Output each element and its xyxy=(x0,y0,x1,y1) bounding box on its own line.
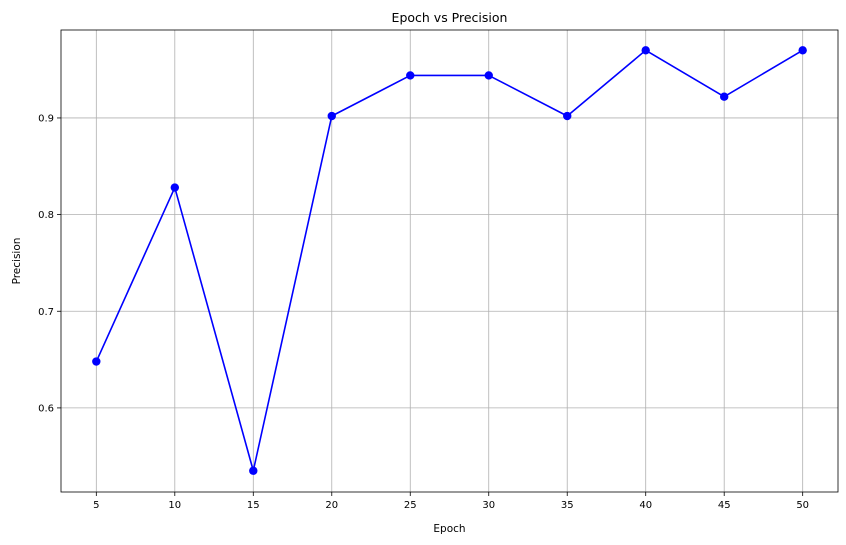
y-tick-label: 0.7 xyxy=(38,307,54,318)
x-tick-label: 20 xyxy=(325,500,338,511)
data-point xyxy=(327,111,336,121)
series-layer xyxy=(92,46,807,475)
data-point xyxy=(170,183,180,192)
x-tick-label: 35 xyxy=(561,500,574,511)
data-point xyxy=(406,71,415,80)
y-tick-label: 0.8 xyxy=(38,210,54,221)
data-point xyxy=(641,46,650,55)
x-tick-label: 25 xyxy=(404,500,417,511)
plot-frame xyxy=(60,29,839,493)
grid xyxy=(61,30,838,492)
x-axis-label: Epoch xyxy=(433,523,465,535)
data-point xyxy=(719,92,729,101)
y-tick-label: 0.6 xyxy=(38,403,54,414)
y-tick-label: 0.9 xyxy=(38,113,54,124)
x-tick-label: 40 xyxy=(639,500,652,511)
x-tick-label: 45 xyxy=(718,500,731,511)
axis-ticks: 5 10 15 20 25 30 35 40 45 50 0.6 0.7 0.8 0.9 xyxy=(38,113,809,511)
data-point xyxy=(92,357,101,366)
data-point xyxy=(484,71,493,80)
data-point xyxy=(249,466,258,475)
x-tick-label: 5 xyxy=(93,500,99,511)
x-tick-label: 15 xyxy=(247,500,260,511)
data-point xyxy=(798,46,807,55)
chart-title: Epoch vs Precision xyxy=(392,10,508,25)
x-tick-label: 30 xyxy=(482,500,495,511)
data-point xyxy=(563,111,572,121)
x-tick-label: 10 xyxy=(168,500,181,511)
y-axis-label: Precision xyxy=(11,238,23,285)
precision-series-line xyxy=(95,49,804,472)
x-tick-label: 50 xyxy=(796,500,809,511)
